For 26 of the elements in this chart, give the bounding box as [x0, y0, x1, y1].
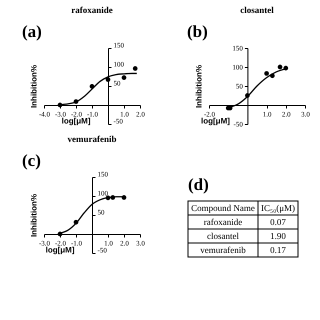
- text: 0.07: [270, 217, 286, 227]
- x-axis-title: log[μM]: [201, 116, 230, 126]
- y-axis-title: Inhibition%: [30, 194, 38, 238]
- x-axis-title: log[μM]: [62, 116, 91, 126]
- text: 1.90: [270, 231, 286, 241]
- x-axis-title: log[μM]: [46, 246, 75, 254]
- category-label: closantel: [207, 231, 240, 241]
- category-label: rafoxanide: [204, 217, 242, 227]
- text: (b): [187, 22, 208, 41]
- text: (a): [22, 22, 42, 41]
- point: [264, 71, 269, 76]
- point: [278, 64, 282, 70]
- text: IC₅₀(μM): [260, 203, 296, 213]
- chart-title: rafoxanide: [71, 5, 113, 15]
- text: 0.17: [270, 245, 286, 255]
- text: (d): [188, 175, 209, 194]
- point: [132, 66, 138, 71]
- chart-title: vemurafenib: [68, 134, 116, 144]
- y-axis-title: Inhibition%: [30, 64, 38, 108]
- chart-title: closantel: [240, 5, 274, 15]
- point: [122, 75, 126, 80]
- point: [106, 77, 110, 82]
- text: Compound Name: [191, 203, 255, 213]
- text: (c): [22, 151, 41, 170]
- y-axis-title: Inhibition%: [194, 64, 204, 108]
- category-label: vemurafenib: [200, 245, 246, 255]
